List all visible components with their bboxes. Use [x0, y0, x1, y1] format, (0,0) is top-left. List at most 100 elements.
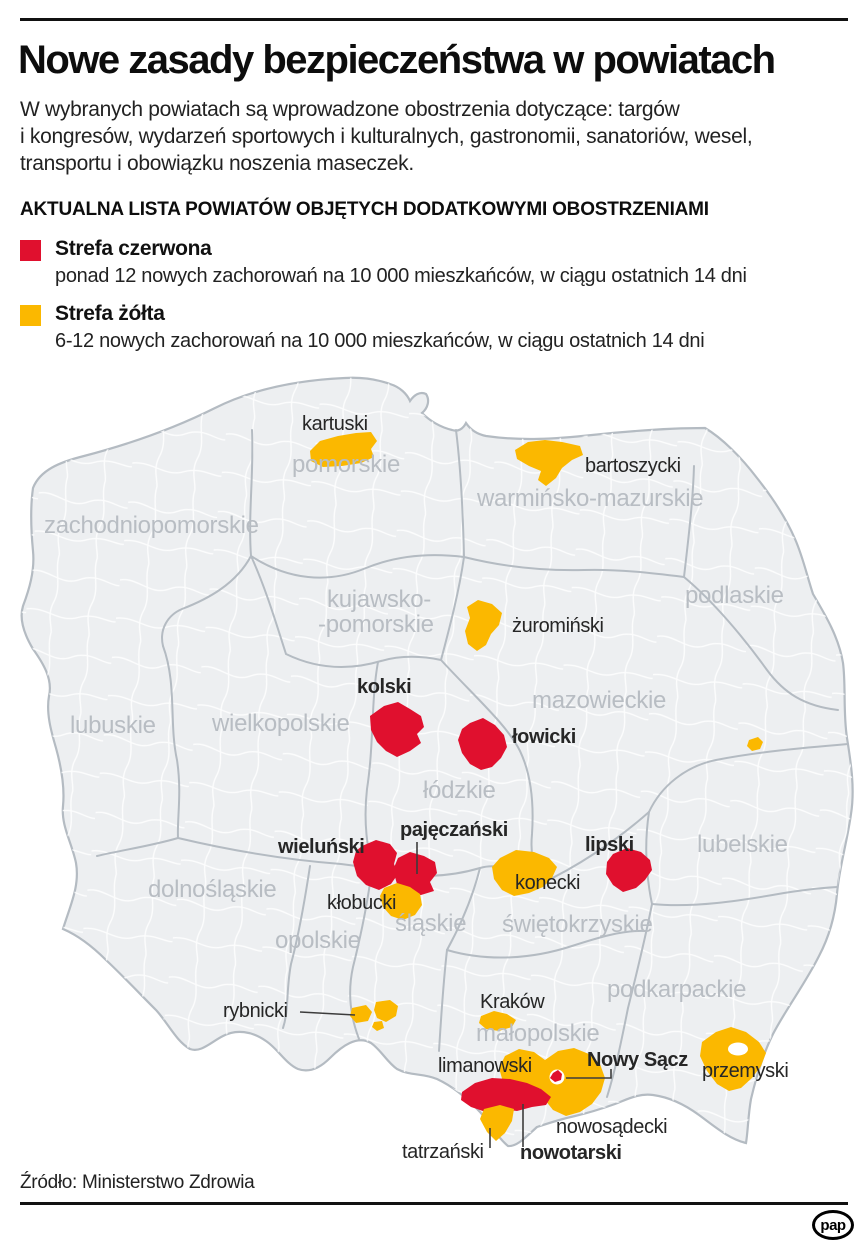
voivodeship-border — [250, 555, 442, 668]
powiat-shape-pajeczanski — [393, 852, 437, 895]
voivodeship-labels: zachodniopomorskie pomorskie warmińsko-m… — [44, 451, 788, 1047]
powiat-label-konecki: konecki — [515, 872, 580, 894]
voivodeship-border — [648, 743, 849, 813]
voivodeship-label-zachodniopomorskie: zachodniopomorskie — [44, 512, 259, 539]
powiat-shape-lowicki — [458, 718, 507, 770]
powiat-label-rybnicki: rybnicki — [223, 1000, 288, 1022]
pointer-rybnicki — [299, 1011, 356, 1016]
powiat-label-nowy-sacz: Nowy Sącz — [587, 1049, 688, 1071]
legend-red-text: Strefa czerwona ponad 12 nowych zachorow… — [55, 237, 747, 288]
intro-line: i kongresów, wydarzeń sportowych i kultu… — [20, 125, 753, 148]
powiat-label-przemyski: przemyski — [702, 1060, 788, 1082]
powiat-label-zurominski: żuromiński — [512, 615, 604, 637]
voivodeship-label-opolskie: opolskie — [275, 927, 361, 954]
voivodeship-border — [440, 556, 465, 661]
voivodeship-border — [683, 576, 839, 711]
voivodeship-border — [446, 929, 646, 959]
voivodeship-label-warminsko-mazurskie: warmińsko-mazurskie — [476, 485, 703, 512]
voivodeship-label-wielkopolskie: wielkopolskie — [211, 710, 350, 737]
legend-yellow-desc: 6-12 nowych zachorowań na 10 000 mieszka… — [55, 330, 705, 352]
voivodeship-border — [683, 465, 695, 578]
powiat-shape-tatrzanski — [480, 1105, 514, 1141]
voivodeship-border — [539, 811, 650, 885]
powiat-label-bartoszycki: bartoszycki — [585, 455, 681, 477]
intro-line: W wybranych powiatach są wprowadzone obo… — [20, 98, 680, 121]
powiat-shape-nowosadecki — [539, 1048, 605, 1116]
powiat-shape-bartoszycki — [515, 440, 583, 486]
powiat-label-pajeczanski: pajęczański — [400, 819, 508, 841]
powiat-label-tatrzanski: tatrzański — [402, 1141, 484, 1163]
powiat-label-kartuski: kartuski — [302, 413, 368, 435]
powiat-shape-nowotarski — [461, 1078, 551, 1112]
voivodeship-border — [446, 867, 481, 951]
powiat-shape-krakow — [479, 1011, 516, 1031]
powiat-shape-unlabeled-yellow — [747, 737, 763, 751]
powiat-label-wielunski: wieluński — [277, 836, 364, 858]
powiat-shape-konecki — [492, 850, 557, 896]
legend-heading: AKTUALNA LISTA POWIATÓW OBJĘTYCH DODATKO… — [20, 199, 709, 220]
voivodeship-border — [438, 949, 448, 1052]
voivodeship-label-slaskie: śląskie — [395, 910, 466, 937]
powiat-labels: kartuski bartoszycki żuromiński kolski ł… — [223, 413, 789, 1164]
powiat-label-nowotarski: nowotarski — [520, 1142, 622, 1164]
voivodeship-label-dolnoslaskie: dolnośląskie — [148, 876, 276, 903]
legend-yellow-text: Strefa żółta 6-12 nowych zachorowań na 1… — [55, 302, 705, 353]
intro-line: transportu i obowiązku noszenia maseczek… — [20, 152, 414, 175]
voivodeship-label-kujawsko-line1: kujawsko- — [327, 586, 431, 613]
powiat-label-lipski: lipski — [585, 834, 634, 856]
voivodeship-border — [606, 903, 653, 1098]
powiat-label-nowosadecki: nowosądecki — [556, 1116, 667, 1138]
powiat-shape-rybnicki — [350, 1005, 372, 1023]
powiat-label-limanowski: limanowski — [438, 1055, 532, 1077]
voivodeship-border — [455, 429, 465, 558]
powiat-shape-kartuski — [310, 432, 377, 467]
yellow-zone-swatch — [20, 305, 41, 326]
powiat-shape-zurominski — [465, 600, 502, 651]
voivodeship-border — [250, 554, 465, 579]
voivodeship-border — [249, 429, 254, 557]
voivodeship-border — [177, 837, 373, 869]
powiat-label-klobucki: kłobucki — [327, 892, 396, 914]
voivodeship-label-swietokrzyskie: świętokrzyskie — [502, 911, 653, 938]
powiat-shape-wielunski — [353, 840, 398, 890]
powiat-label-krakow: Kraków — [480, 991, 545, 1013]
powiat-shape-rybnicki — [374, 1000, 398, 1022]
voivodeship-label-podkarpackie: podkarpackie — [607, 976, 746, 1003]
powiat-label-lowicki: łowicki — [512, 726, 576, 748]
przemysl-city-hole — [728, 1042, 748, 1056]
powiat-shape-klobucki — [380, 883, 422, 920]
powiat-shape-kolski — [370, 702, 424, 757]
voivodeship-label-kujawsko-line2: -pomorskie — [318, 611, 434, 638]
voivodeship-label-lubelskie: lubelskie — [697, 831, 788, 858]
pap-logo: pap — [812, 1210, 854, 1240]
legend-row-yellow: Strefa żółta 6-12 nowych zachorowań na 1… — [20, 302, 705, 353]
voivodeship-border — [96, 837, 179, 857]
powiat-shape-lipski — [606, 848, 652, 892]
page-title: Nowe zasady bezpieczeństwa w powiatach — [18, 38, 776, 82]
voivodeship-border — [463, 556, 685, 578]
top-rule — [20, 18, 848, 21]
zone-shapes — [310, 432, 766, 1141]
voivodeship-label-lubuskie: lubuskie — [70, 712, 156, 739]
voivodeship-label-pomorskie: pomorskie — [292, 451, 400, 478]
voivodeship-label-malopolskie: małopolskie — [476, 1020, 599, 1047]
powiat-shape-przemyski — [700, 1027, 766, 1091]
red-zone-swatch — [20, 240, 41, 261]
pointer-lines — [299, 842, 612, 1148]
bottom-rule — [20, 1202, 848, 1205]
powiat-label-kolski: kolski — [357, 676, 411, 698]
legend-red-label: Strefa czerwona — [55, 237, 212, 260]
voivodeship-border — [161, 555, 252, 647]
voivodeship-label-lodzkie: łódzkie — [423, 777, 496, 804]
source-line: Źródło: Ministerstwo Zdrowia — [20, 1172, 255, 1193]
voivodeship-border — [651, 886, 838, 907]
voivodeship-label-podlaskie: podlaskie — [685, 582, 784, 609]
legend-yellow-label: Strefa żółta — [55, 302, 165, 325]
pap-logo-text: pap — [820, 1216, 846, 1234]
pointer-nowy-sacz — [566, 1069, 612, 1079]
legend-red-desc: ponad 12 nowych zachorowań na 10 000 mie… — [55, 265, 747, 287]
legend-row-red: Strefa czerwona ponad 12 nowych zachorow… — [20, 237, 747, 288]
powiat-shape-rybnicki — [372, 1021, 384, 1031]
